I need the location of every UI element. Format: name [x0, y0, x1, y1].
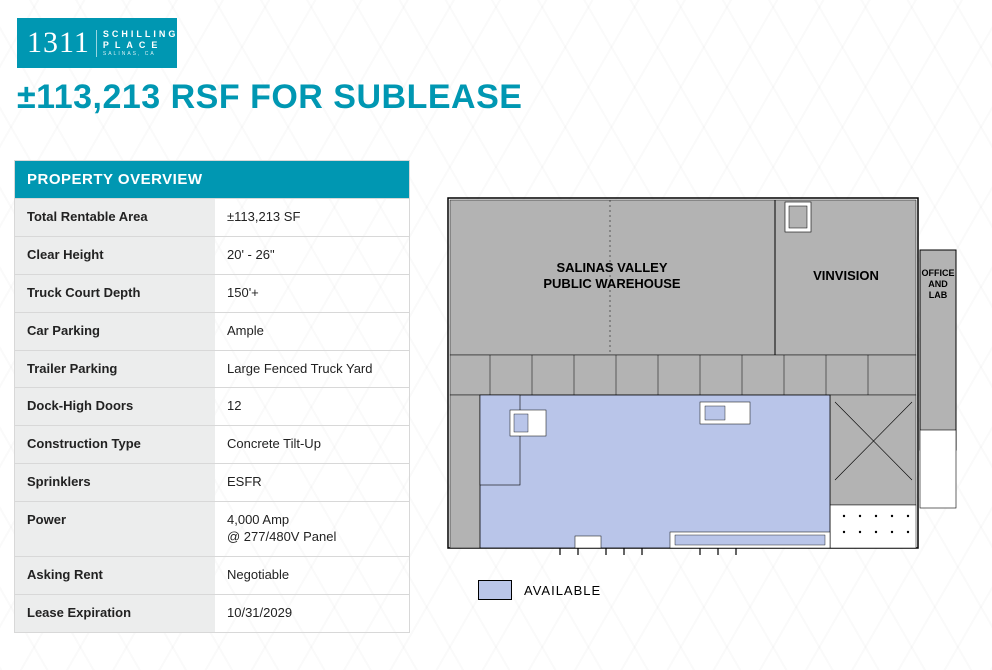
- floor-plan: SALINAS VALLEY PUBLIC WAREHOUSE VINVISIO…: [440, 180, 960, 570]
- overview-value: ±113,213 SF: [215, 199, 409, 236]
- plan-label-office2: AND: [928, 279, 948, 289]
- overview-value: 4,000 Amp@ 277/480V Panel: [215, 502, 409, 556]
- logo-line3: SALINAS, CA: [103, 52, 179, 57]
- overview-value: Concrete Tilt-Up: [215, 426, 409, 463]
- logo-badge: 1311 SCHILLING PLACE SALINAS, CA: [17, 18, 177, 68]
- overview-key: Asking Rent: [15, 557, 215, 594]
- overview-key: Dock-High Doors: [15, 388, 215, 425]
- property-overview-table: PROPERTY OVERVIEW Total Rentable Area±11…: [14, 160, 410, 633]
- plan-mid-strip: [450, 355, 916, 395]
- plan-lower-right: [830, 395, 916, 505]
- legend-swatch: [478, 580, 512, 600]
- overview-row: Asking RentNegotiable: [15, 556, 409, 594]
- logo-line1: SCHILLING: [103, 30, 179, 39]
- overview-row: Lease Expiration10/31/2029: [15, 594, 409, 632]
- overview-value: 12: [215, 388, 409, 425]
- overview-title: PROPERTY OVERVIEW: [15, 161, 409, 198]
- overview-row: Power4,000 Amp@ 277/480V Panel: [15, 501, 409, 556]
- overview-row: Truck Court Depth150'+: [15, 274, 409, 312]
- overview-row: Clear Height20' - 26": [15, 236, 409, 274]
- overview-value: Ample: [215, 313, 409, 350]
- overview-value: Large Fenced Truck Yard: [215, 351, 409, 388]
- page-headline: ±113,213 RSF FOR SUBLEASE: [17, 78, 522, 117]
- plan-label-salinas2: PUBLIC WAREHOUSE: [543, 276, 681, 291]
- logo-number: 1311: [27, 26, 90, 60]
- overview-row: Construction TypeConcrete Tilt-Up: [15, 425, 409, 463]
- overview-key: Total Rentable Area: [15, 199, 215, 236]
- legend: AVAILABLE: [478, 580, 601, 600]
- overview-key: Car Parking: [15, 313, 215, 350]
- overview-row: Trailer ParkingLarge Fenced Truck Yard: [15, 350, 409, 388]
- overview-value: Negotiable: [215, 557, 409, 594]
- overview-value: ESFR: [215, 464, 409, 501]
- overview-key: Power: [15, 502, 215, 556]
- overview-row: SprinklersESFR: [15, 463, 409, 501]
- overview-key: Sprinklers: [15, 464, 215, 501]
- plan-label-office3: LAB: [929, 290, 948, 300]
- overview-key: Clear Height: [15, 237, 215, 274]
- overview-key: Trailer Parking: [15, 351, 215, 388]
- overview-value: 10/31/2029: [215, 595, 409, 632]
- plan-label-salinas1: SALINAS VALLEY: [557, 260, 668, 275]
- logo-text-block: SCHILLING PLACE SALINAS, CA: [96, 30, 179, 57]
- overview-key: Truck Court Depth: [15, 275, 215, 312]
- overview-key: Construction Type: [15, 426, 215, 463]
- overview-row: Dock-High Doors12: [15, 387, 409, 425]
- overview-row: Total Rentable Area±113,213 SF: [15, 198, 409, 236]
- overview-value: 150'+: [215, 275, 409, 312]
- overview-row: Car ParkingAmple: [15, 312, 409, 350]
- plan-label-vinvision: VINVISION: [813, 268, 879, 283]
- logo-line2: PLACE: [103, 41, 179, 50]
- overview-value: 20' - 26": [215, 237, 409, 274]
- overview-key: Lease Expiration: [15, 595, 215, 632]
- plan-label-office1: OFFICE: [922, 268, 955, 278]
- legend-label: AVAILABLE: [524, 583, 601, 598]
